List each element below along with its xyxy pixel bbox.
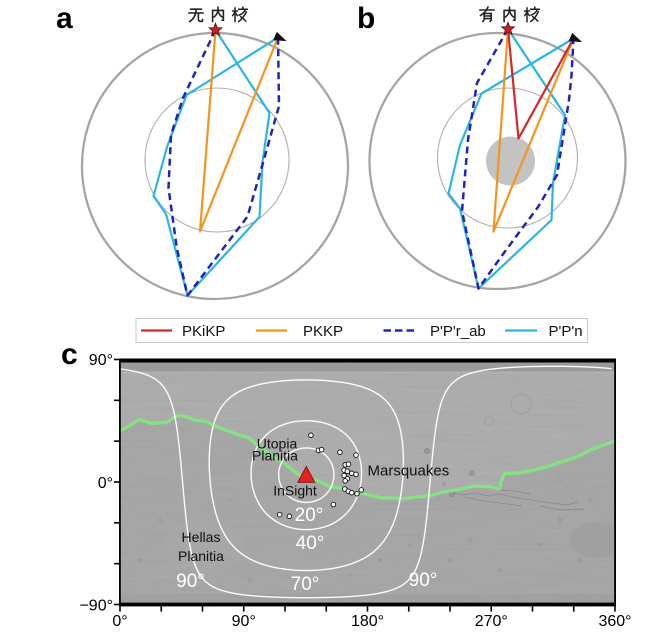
svg-text:0°: 0° (98, 475, 113, 492)
svg-text:PKKP: PKKP (303, 323, 343, 340)
svg-text:PKiKP: PKiKP (182, 323, 225, 340)
svg-text:0°: 0° (112, 613, 127, 629)
svg-text:Planitia: Planitia (252, 448, 298, 464)
svg-text:P'P'r_ab: P'P'r_ab (430, 323, 486, 340)
svg-text:Planitia: Planitia (178, 548, 224, 564)
svg-text:90°: 90° (232, 613, 256, 629)
svg-text:90°: 90° (89, 352, 113, 369)
svg-text:InSight: InSight (273, 483, 317, 499)
svg-text:b: b (357, 2, 375, 35)
svg-text:Marsquakes: Marsquakes (368, 463, 450, 480)
svg-text:360°: 360° (598, 613, 631, 629)
svg-text:270°: 270° (475, 613, 508, 629)
svg-text:40°: 40° (296, 533, 325, 554)
svg-text:c: c (61, 338, 78, 371)
svg-text:a: a (56, 2, 73, 35)
svg-text:Hellas: Hellas (182, 529, 221, 545)
svg-text:70°: 70° (291, 574, 320, 595)
svg-text:Utopia: Utopia (257, 436, 298, 452)
svg-text:90°: 90° (409, 570, 438, 591)
svg-text:90°: 90° (176, 571, 205, 592)
svg-text:20°: 20° (295, 505, 324, 526)
svg-text:180°: 180° (351, 613, 384, 629)
svg-text:−90°: −90° (79, 598, 113, 615)
svg-text:P'P'n: P'P'n (549, 323, 583, 340)
